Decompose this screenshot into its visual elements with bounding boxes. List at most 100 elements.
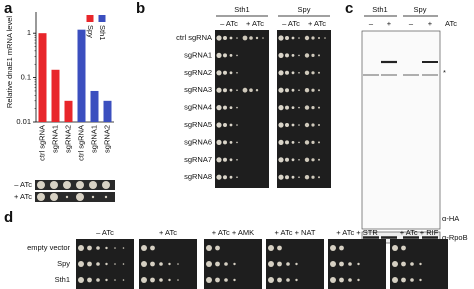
colony-spot [236,106,238,109]
x-tick-label: sgRNA2 [102,125,111,153]
y-axis-label: Relative dnaE1 mRNA level [5,16,14,108]
blot [361,30,441,230]
plate [266,239,324,289]
colony-spot [278,105,284,111]
colony-spot [114,247,116,249]
colony-spot [216,105,222,111]
bar [38,33,47,123]
colony-spot [311,71,315,75]
colony-spot [298,106,300,109]
colony-spot [216,87,222,93]
blot-label: α-HA [442,214,459,223]
colony-spot [298,159,300,161]
colony-spot [233,262,236,266]
colony-spot [159,278,163,282]
colony-spot [229,123,233,127]
condition-label: – ATc [220,19,238,28]
row-label: ctrl sgRNA [176,33,212,42]
lane-title: ATc [445,19,457,28]
colony-spot [278,35,284,41]
colony-spot [311,88,315,92]
colony-spot [122,279,125,281]
bar [64,100,73,122]
colony-spot [96,262,100,266]
colony-spot [311,106,315,110]
colony-spot [311,53,315,58]
colony-spot [348,262,352,266]
colony-spot [168,278,171,282]
panel-label: d [4,209,13,226]
colony-spot [298,176,300,178]
row-label: Sth1 [55,275,70,284]
colony-spot [291,71,295,75]
colony-spot [215,277,220,283]
row-label: sgRNA4 [184,103,212,112]
colony-spot [150,245,155,251]
colony-spot [285,123,289,127]
colony-spot [268,277,274,283]
colony-spot [216,70,222,76]
lane-label: + [428,19,433,28]
colony-spot [295,278,298,282]
group-label: Sth1 [234,5,249,14]
colony-spot [224,262,228,266]
group-label: Spy [298,5,311,14]
bar [103,100,112,122]
lane-label: – [409,19,414,28]
colony-spot [392,261,398,267]
colony-spot [318,37,320,39]
colony-spot [311,36,315,40]
colony-spot [318,141,320,144]
colony-spot [223,105,227,110]
colony-spot [311,123,315,127]
colony-spot [291,36,295,40]
colony-spot [229,36,233,40]
plate [277,30,331,188]
colony-spot [229,106,233,109]
colony-spot [304,53,310,58]
colony-spot [206,277,212,283]
colony-spot [223,36,227,40]
colony-spot [304,122,310,128]
colony-spot [401,245,406,251]
colony-spot [105,262,108,266]
colony-spot [223,53,227,58]
colony-spot [159,262,163,266]
colony-spot [278,52,284,59]
y-tick-label: 1 [27,28,31,37]
bar [77,29,86,122]
panel-label: a [4,0,13,17]
colony-spot [76,193,84,201]
colony-spot [223,70,227,75]
colony-spot [102,181,110,189]
colony-spot [65,195,69,199]
colony-spot [304,175,310,180]
colony-spot [236,159,238,161]
colony-spot [298,141,300,144]
colony-spot [298,72,300,74]
colony-spot [216,157,222,163]
colony-spot [318,158,320,161]
colony-spot [91,195,95,199]
colony-spot [298,37,300,39]
panel-label: c [345,0,353,17]
colony-spot [249,36,253,40]
colony-spot [223,140,227,145]
colony-spot [285,175,289,180]
condition-label: + ATc + NAT [275,228,316,237]
colony-spot [255,36,259,40]
colony-spot [291,54,295,57]
condition-label: + ATc + RIF [400,228,439,237]
colony-spot [216,35,222,41]
colony-spot [229,71,233,75]
plate [215,30,269,188]
colony-spot [50,193,58,201]
colony-spot [285,70,289,75]
colony-spot [87,245,92,251]
colony-spot [242,35,248,41]
condition-label: – ATc [282,19,300,28]
colony-spot [324,37,326,39]
legend-swatch [98,15,106,22]
colony-spot [277,261,282,267]
colony-spot [298,54,300,57]
